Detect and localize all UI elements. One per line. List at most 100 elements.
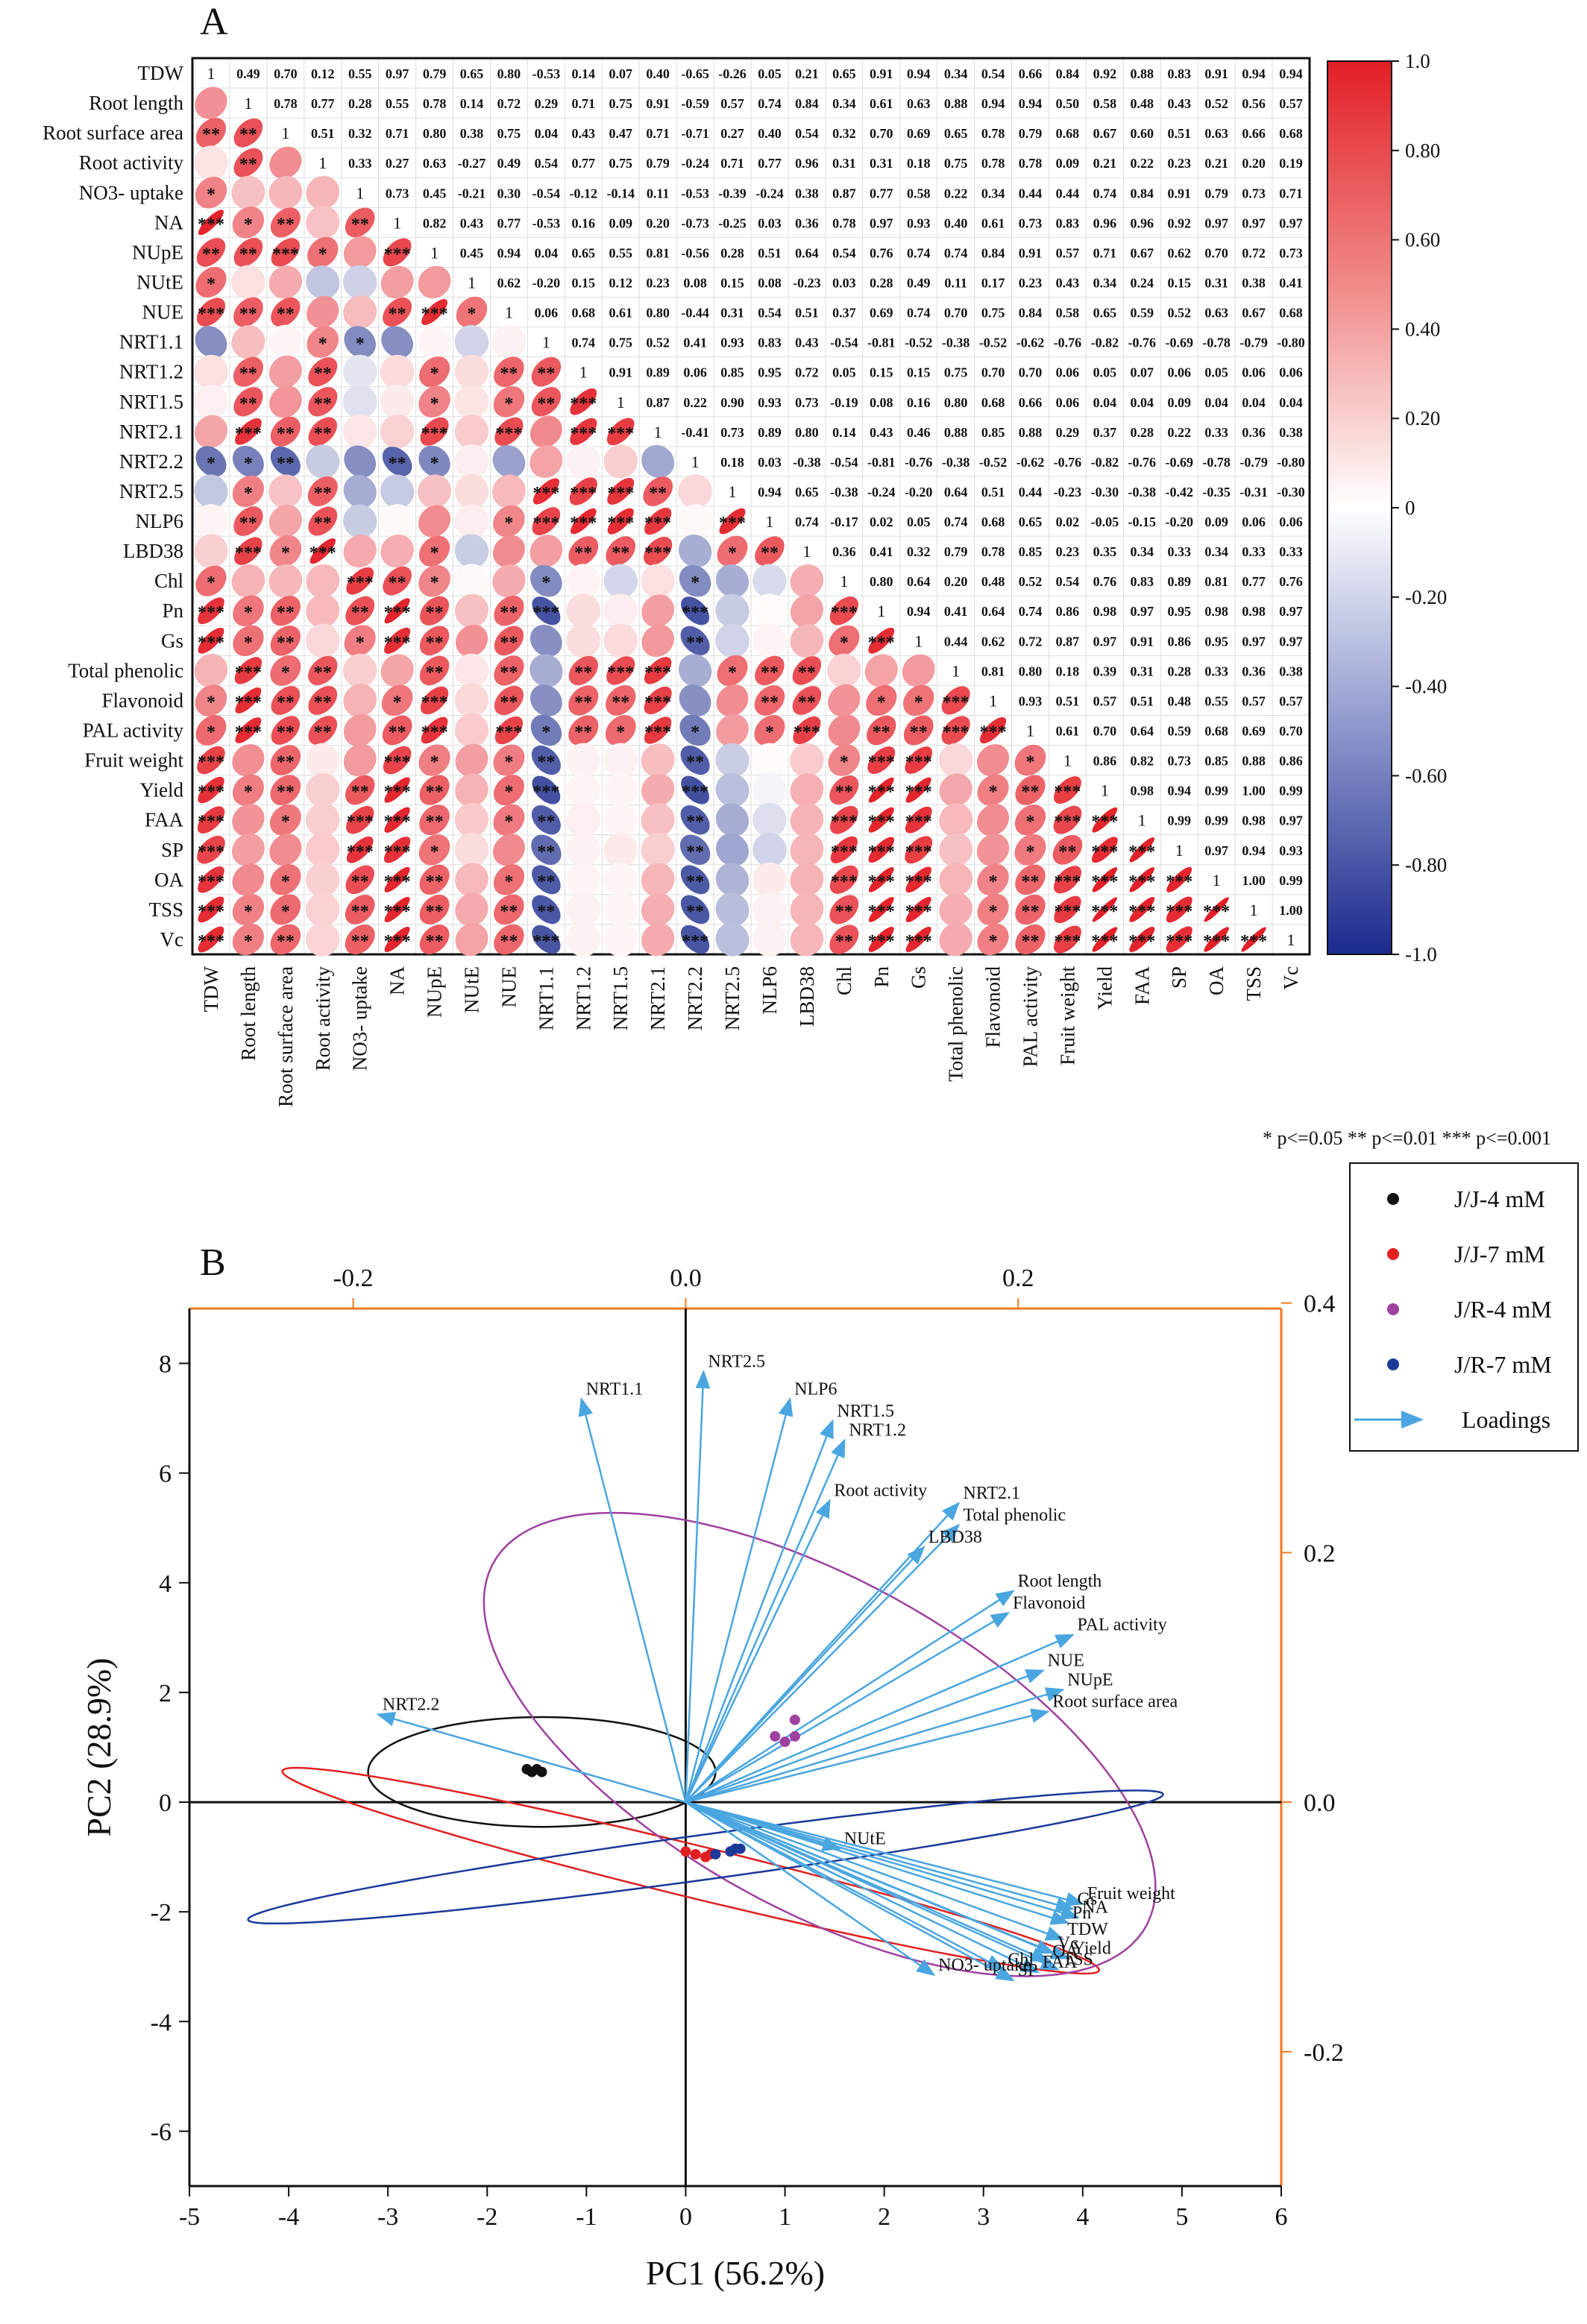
row-label: NUtE xyxy=(136,271,183,294)
corr-value: 0.85 xyxy=(1019,544,1043,559)
corr-ellipse xyxy=(235,687,262,714)
corr-value: 0.97 xyxy=(1131,604,1154,619)
corr-ellipse xyxy=(418,385,450,418)
x-tick-label: 3 xyxy=(977,2203,990,2231)
loading-arrow xyxy=(685,1801,1070,1925)
corr-value: 0.31 xyxy=(720,306,744,321)
corr-value: -0.31 xyxy=(1239,485,1268,500)
corr-value: 0.65 xyxy=(1019,514,1043,529)
corr-value: 0.72 xyxy=(1019,634,1043,649)
corr-ellipse xyxy=(715,593,749,628)
significance-stars: * xyxy=(207,185,216,204)
score-point xyxy=(710,1848,721,1859)
significance-stars: ** xyxy=(277,723,295,743)
column-label: NRT2.1 xyxy=(647,966,669,1030)
corr-ellipse xyxy=(1053,805,1082,834)
corr-ellipse xyxy=(232,863,265,896)
corr-value: 0.71 xyxy=(1279,186,1303,201)
corr-value: 0.93 xyxy=(758,395,782,410)
corr-ellipse xyxy=(306,593,340,628)
corr-value: -0.24 xyxy=(755,186,784,201)
significance-stars: ** xyxy=(1022,783,1040,802)
significance-stars: * xyxy=(1026,753,1035,772)
corr-ellipse xyxy=(268,564,303,598)
corr-value: 0.54 xyxy=(535,156,559,171)
corr-ellipse xyxy=(235,717,262,743)
significance-stars: ** xyxy=(537,843,555,862)
significance-stars: ** xyxy=(835,902,853,922)
corr-value: 0.52 xyxy=(1019,574,1043,589)
corr-ellipse xyxy=(902,684,934,717)
corr-ellipse xyxy=(384,926,410,952)
corr-ellipse xyxy=(342,384,377,419)
significance-stars: ** xyxy=(500,603,518,623)
corr-value: 0.76 xyxy=(870,245,893,260)
corr-ellipse xyxy=(494,417,524,446)
corr-ellipse xyxy=(603,623,638,658)
corr-ellipse xyxy=(494,596,524,626)
significance-stars: ** xyxy=(239,155,257,174)
corr-ellipse xyxy=(195,715,227,746)
corr-value: 0.15 xyxy=(870,365,893,380)
corr-ellipse xyxy=(231,175,265,210)
corr-ellipse xyxy=(903,715,934,746)
corr-ellipse xyxy=(827,653,861,688)
corr-value: 0.31 xyxy=(832,156,856,171)
corr-ellipse xyxy=(194,654,228,687)
diag-label: 1 xyxy=(542,333,550,352)
column-label: NRT2.2 xyxy=(684,966,706,1030)
corr-ellipse xyxy=(345,895,375,925)
significance-stars: ** xyxy=(537,902,555,922)
corr-value: 0.34 xyxy=(944,66,968,81)
corr-ellipse xyxy=(196,297,226,327)
panel-a-label: A xyxy=(200,1,228,43)
corr-value: 0.74 xyxy=(907,245,931,260)
corr-value: 0.97 xyxy=(1093,634,1117,649)
loading-arrow xyxy=(685,1801,936,1977)
corr-ellipse xyxy=(568,655,598,685)
corr-ellipse xyxy=(938,743,973,778)
significance-stars: ** xyxy=(761,693,779,712)
significance-stars: ** xyxy=(277,693,295,712)
corr-value: 0.51 xyxy=(311,126,335,141)
corr-ellipse xyxy=(197,746,225,775)
corr-ellipse xyxy=(306,205,340,239)
corr-value: 0.04 xyxy=(1279,395,1303,410)
corr-value: 0.73 xyxy=(795,395,819,410)
diag-label: 1 xyxy=(244,94,252,113)
corr-ellipse xyxy=(268,355,302,388)
corr-value: -0.21 xyxy=(458,186,486,201)
corr-value: 0.54 xyxy=(1056,574,1080,589)
corr-value: -0.80 xyxy=(1277,455,1305,470)
corr-value: 0.93 xyxy=(1019,693,1043,708)
colorbar-tick-label: 1.0 xyxy=(1405,50,1430,72)
corr-value: 0.65 xyxy=(572,245,596,260)
legend-marker xyxy=(1387,1248,1399,1260)
corr-ellipse xyxy=(719,508,746,535)
row-label: Chl xyxy=(154,570,183,592)
corr-value: 0.08 xyxy=(870,395,893,410)
legend-marker xyxy=(1387,1358,1399,1370)
significance-stars: * xyxy=(1026,843,1035,862)
significance-stars: *** xyxy=(570,424,597,444)
significance-stars: * xyxy=(430,544,439,563)
corr-ellipse xyxy=(977,923,1009,956)
loading-label: Root activity xyxy=(834,1481,927,1500)
significance-stars: ** xyxy=(537,753,555,772)
corr-value: 0.80 xyxy=(944,395,968,410)
group-ellipse xyxy=(483,1511,1157,1977)
significance-stars: *** xyxy=(235,693,262,712)
corr-value: -0.53 xyxy=(532,215,561,230)
significance-stars: * xyxy=(989,783,998,802)
corr-value: 0.65 xyxy=(832,66,856,81)
corr-value: 0.18 xyxy=(1056,664,1080,678)
corr-value: 0.45 xyxy=(460,245,484,260)
corr-ellipse xyxy=(566,564,601,599)
corr-value: 0.57 xyxy=(720,96,744,111)
corr-ellipse xyxy=(566,802,601,837)
corr-value: -0.52 xyxy=(979,336,1008,350)
corr-value: 0.50 xyxy=(1056,96,1080,111)
corr-value: 0.23 xyxy=(646,276,670,291)
corr-ellipse xyxy=(454,384,489,419)
corr-value: -0.53 xyxy=(532,66,561,81)
